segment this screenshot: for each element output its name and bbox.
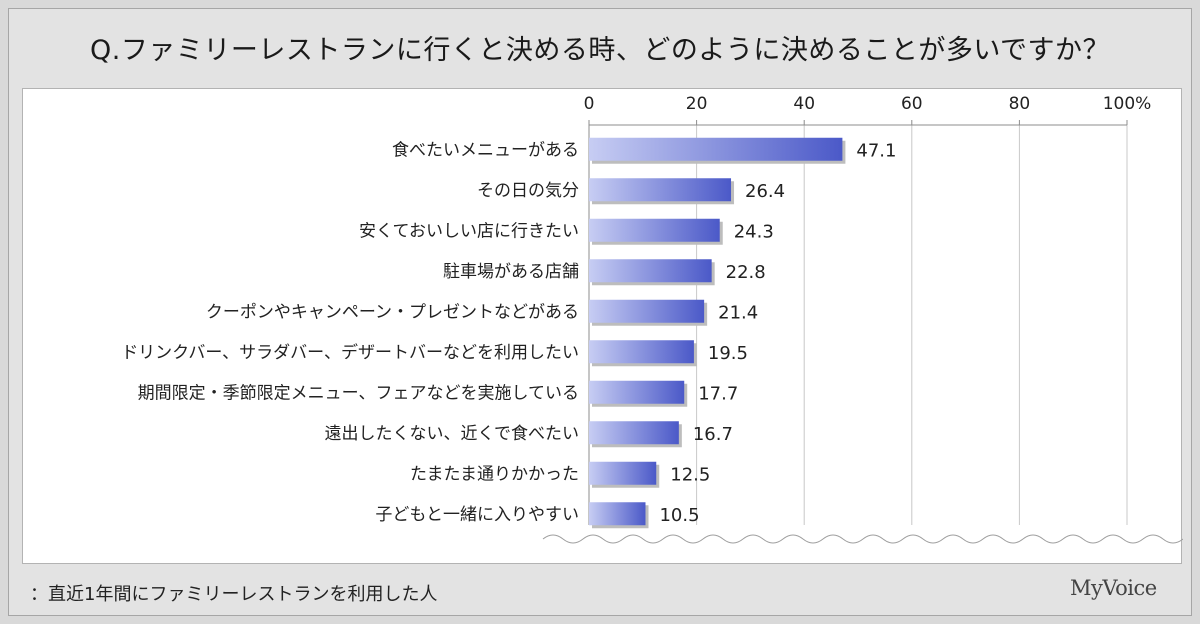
x-tick-label: 80 [1009, 94, 1031, 114]
x-tick-label: 100% [1103, 94, 1152, 114]
category-label: その日の気分 [477, 181, 579, 201]
category-label: 駐車場がある店舗 [443, 262, 579, 282]
x-tick-label: 60 [901, 94, 923, 114]
bar-chart: 0 20 40 60 80 100% 食べたいメニューがある 47.1 その日の気分 26.4 安く… [121, 94, 1183, 544]
x-tick-label: 0 [584, 94, 595, 114]
bar [589, 421, 679, 445]
bar [589, 178, 732, 202]
category-label: たまたま通りかかった [410, 464, 579, 484]
data-label: 22.8 [726, 262, 766, 283]
bar [589, 299, 705, 323]
category-label: 食べたいメニューがある [392, 140, 579, 160]
category-label: クーポンやキャンペーン・プレゼントなどがある [206, 302, 579, 322]
data-label: 10.5 [659, 505, 699, 526]
bar [589, 380, 685, 404]
data-label: 16.7 [693, 424, 733, 445]
x-tick-label: 20 [686, 94, 708, 114]
data-label: 47.1 [856, 140, 896, 161]
axis-break-line [542, 534, 1183, 544]
data-label: 26.4 [745, 181, 785, 202]
category-label: 子どもと一緒に入りやすい [375, 505, 579, 525]
plot-panel: 0 20 40 60 80 100% 食べたいメニューがある 47.1 その日の気分 26.4 安く… [22, 88, 1183, 564]
bar [589, 137, 843, 161]
footnote: ：直近1年間にファミリーレストランを利用した人 [30, 584, 438, 605]
data-label: 17.7 [698, 383, 738, 404]
category-label: 期間限定・季節限定メニュー、フェアなどを実施している [138, 383, 579, 403]
category-label: ドリンクバー、サラダバー、デザートバーなどを利用したい [121, 342, 579, 363]
chart-title: Q.ファミリーレストランに行くと決める時、どのように決めることが多いですか？ [89, 34, 1111, 66]
bar [589, 259, 712, 283]
bar [589, 461, 657, 485]
category-label: 安くておいしい店に行きたい [359, 221, 579, 241]
x-tick-label: 40 [793, 94, 815, 114]
category-label: 遠出したくない、近くで食べたい [325, 424, 580, 444]
data-label: 21.4 [718, 302, 758, 323]
data-label: 24.3 [734, 221, 774, 242]
bar [589, 218, 720, 242]
data-label: 12.5 [670, 464, 710, 485]
data-label: 19.5 [708, 343, 748, 364]
brand-logo: MyVoice [1070, 576, 1157, 600]
bar [589, 340, 694, 364]
bar [589, 502, 646, 526]
